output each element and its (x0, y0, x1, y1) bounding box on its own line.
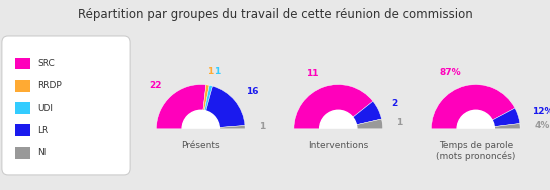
Bar (134, 129, 267, 190)
Bar (15, 124, 30, 136)
Circle shape (182, 110, 219, 147)
Circle shape (457, 110, 494, 147)
Text: SRC: SRC (37, 59, 54, 68)
Text: UDI: UDI (37, 104, 53, 112)
Wedge shape (156, 85, 206, 129)
Text: Répartition par groupes du travail de cette réunion de commission: Répartition par groupes du travail de ce… (78, 8, 472, 21)
Bar (15, 58, 30, 69)
FancyBboxPatch shape (2, 36, 130, 175)
Text: 2: 2 (391, 99, 397, 108)
Text: RRDP: RRDP (37, 81, 62, 90)
Text: 16: 16 (246, 87, 258, 96)
Wedge shape (201, 86, 245, 129)
Wedge shape (201, 85, 209, 129)
Wedge shape (431, 85, 515, 129)
Bar (15, 80, 30, 92)
Wedge shape (201, 126, 245, 129)
Wedge shape (338, 119, 383, 129)
Text: 87%: 87% (440, 68, 461, 77)
Text: 1: 1 (207, 66, 213, 76)
Wedge shape (294, 85, 373, 129)
Wedge shape (476, 108, 520, 129)
Text: LR: LR (37, 126, 48, 135)
Wedge shape (338, 101, 382, 129)
Bar (409, 129, 542, 190)
Text: 22: 22 (149, 81, 162, 90)
Text: Interventions: Interventions (308, 141, 369, 150)
Text: 12%: 12% (532, 107, 550, 116)
Wedge shape (201, 85, 212, 129)
Wedge shape (476, 124, 520, 129)
Text: 1: 1 (214, 67, 221, 76)
Circle shape (320, 110, 357, 147)
Text: NI: NI (37, 148, 46, 157)
Text: 11: 11 (306, 69, 319, 78)
Text: Temps de parole
(mots prononcés): Temps de parole (mots prononcés) (436, 141, 515, 161)
Bar (15, 147, 30, 158)
Text: Présents: Présents (182, 141, 220, 150)
Bar (272, 129, 405, 190)
Text: 4%: 4% (534, 121, 549, 130)
Text: 1: 1 (397, 118, 403, 127)
Text: 1: 1 (259, 122, 266, 131)
Bar (15, 102, 30, 114)
